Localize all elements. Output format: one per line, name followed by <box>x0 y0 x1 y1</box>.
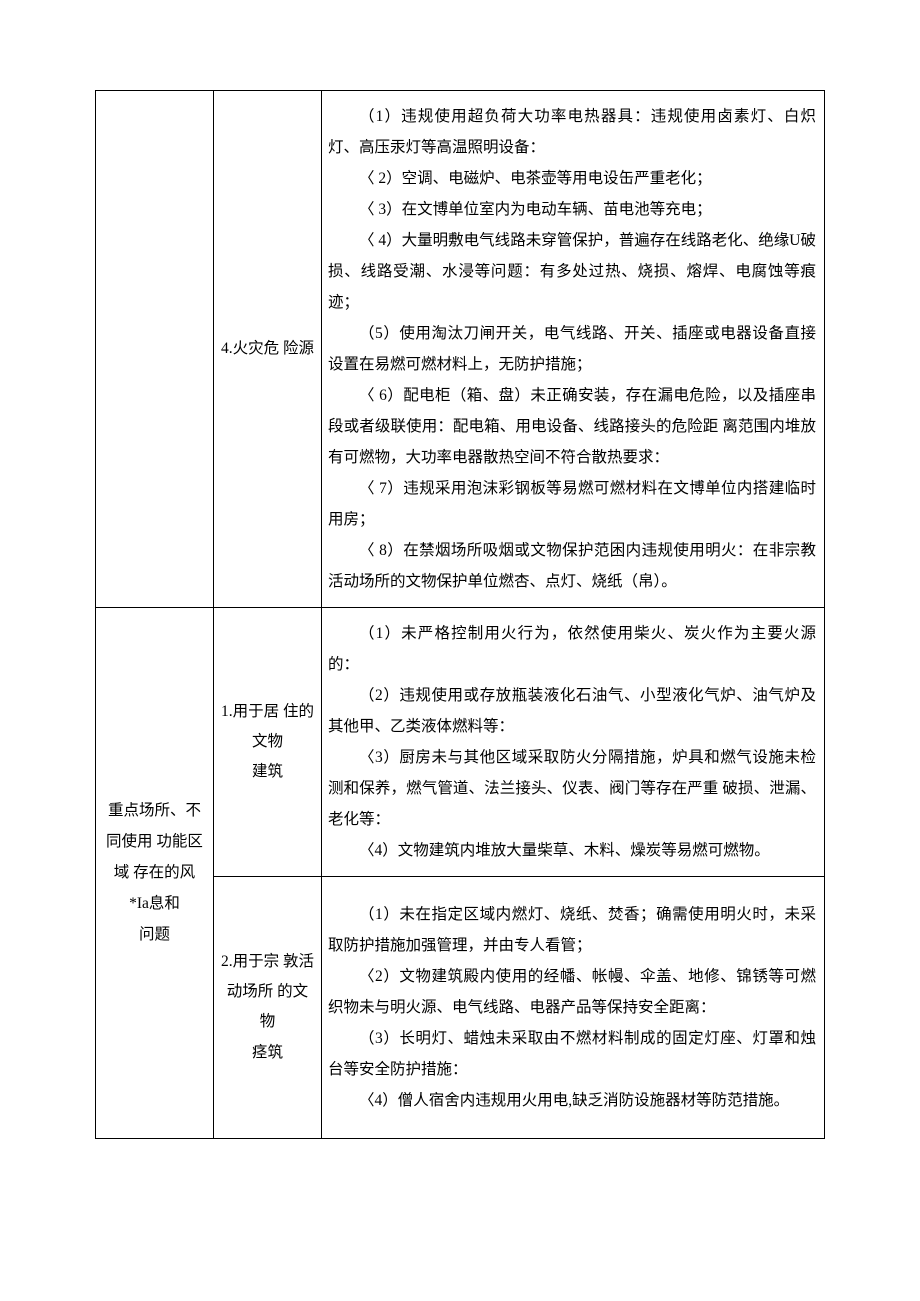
content-item: （5）使用淘汰刀闸开关，电气线路、开关、插座或电器设备直接设置在易燃可燃材料上，… <box>328 318 816 380</box>
category-cell-empty <box>96 91 214 608</box>
content-item: 〈 6）配电柜（箱、盘）未正确安装，存在漏电危险，以及插座串段或者级联使用：配电… <box>328 380 816 473</box>
category-cell: 重点场所、不同使用 功能区域 存在的风 *Ia息和 问题 <box>96 608 214 1139</box>
content-item: 〈3）厨房未与其他区域采取防火分隔措施，炉具和燃气设施未检测和保养，燃气管道、法… <box>328 742 816 835</box>
content-item: 〈 7）违规采用泡沫彩钢板等易燃可燃材料在文博单位内搭建临时用房； <box>328 473 816 535</box>
subcategory-cell: 2.用于宗 敦活动场所 的文物 痉筑 <box>214 877 322 1139</box>
content-item: （1）未在指定区域内燃灯、烧纸、焚香；确需使用明火时，未采取防护措施加强管理，并… <box>328 899 816 961</box>
content-cell: （1）违规使用超负荷大功率电热器具：违规使用卤素灯、白炽灯、高压汞灯等高温照明设… <box>322 91 825 608</box>
content-item: 〈 2）空调、电磁炉、电茶壶等用电设缶严重老化； <box>328 163 816 194</box>
content-item: （1）违规使用超负荷大功率电热器具：违规使用卤素灯、白炽灯、高压汞灯等高温照明设… <box>328 101 816 163</box>
subcategory-cell: 4.火灾危 险源 <box>214 91 322 608</box>
content-cell: （1）未严格控制用火行为，依然使用柴火、炭火作为主要火源的： （2）违规使用或存… <box>322 608 825 877</box>
content-item: （1）未严格控制用火行为，依然使用柴火、炭火作为主要火源的： <box>328 618 816 680</box>
content-item: 〈2）文物建筑殿内使用的经幡、帐幔、伞盖、地修、锦锈等可燃织物未与明火源、电气线… <box>328 961 816 1023</box>
table-row: 重点场所、不同使用 功能区域 存在的风 *Ia息和 问题 1.用于居 住的文物 … <box>96 608 825 877</box>
content-item: 〈4）僧人宿舍内违规用火用电,缺乏消防设施器材等防范措施。 <box>328 1085 816 1116</box>
document-table: 4.火灾危 险源 （1）违规使用超负荷大功率电热器具：违规使用卤素灯、白炽灯、高… <box>95 90 825 1139</box>
table-row: 4.火灾危 险源 （1）违规使用超负荷大功率电热器具：违规使用卤素灯、白炽灯、高… <box>96 91 825 608</box>
content-item: 〈 4）大量明敷电气线路未穿管保护，普遍存在线路老化、绝缘U破损、线路受潮、水浸… <box>328 225 816 318</box>
content-item: 〈 3）在文博单位室内为电动车辆、苗电池等充电； <box>328 194 816 225</box>
content-item: （3）长明灯、蜡烛未采取由不燃材料制成的固定灯座、灯罩和烛台等安全防护措施： <box>328 1023 816 1085</box>
content-cell: （1）未在指定区域内燃灯、烧纸、焚香；确需使用明火时，未采取防护措施加强管理，并… <box>322 877 825 1139</box>
subcategory-cell: 1.用于居 住的文物 建筑 <box>214 608 322 877</box>
content-item: 〈 8）在禁烟场所吸烟或文物保护范困内违规使用明火：在非宗教活动场所的文物保护单… <box>328 535 816 597</box>
content-item: （2）违规使用或存放瓶装液化石油气、小型液化气炉、油气炉及其他甲、乙类液体燃料等… <box>328 680 816 742</box>
content-item: 〈4）文物建筑内堆放大量柴草、木料、燥炭等易燃可燃物。 <box>328 835 816 866</box>
